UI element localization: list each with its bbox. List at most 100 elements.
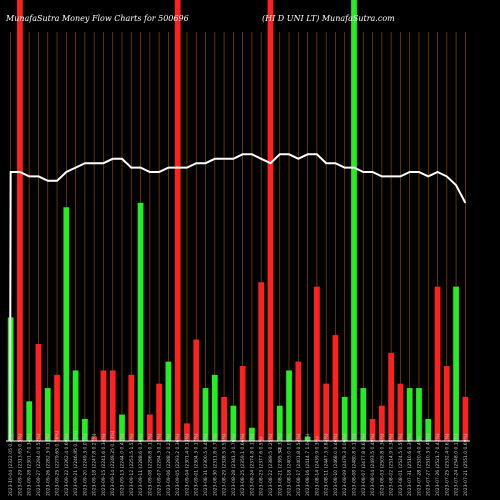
flow-bar bbox=[434, 286, 441, 441]
x-tick-label: 2023-08-08 (2480.8 0.12%) bbox=[352, 433, 358, 496]
x-tick-label: 2023-09-14 (2249.25 0.23%) bbox=[110, 430, 116, 496]
x-tick-label: 2023-10-04 (2322.05 0.4%) bbox=[8, 433, 14, 496]
x-tick-label: 2023-09-06 (2288.2 0.22%) bbox=[166, 433, 172, 496]
flow-bar bbox=[202, 388, 209, 441]
flow-bar bbox=[146, 414, 153, 441]
flow-bar bbox=[443, 366, 450, 441]
x-tick-label: 2023-09-27 (2294.0 0.52%) bbox=[36, 433, 42, 496]
flow-bar bbox=[239, 366, 246, 441]
flow-bar bbox=[211, 374, 218, 441]
flow-bar bbox=[369, 418, 376, 441]
flow-bar bbox=[91, 436, 98, 441]
flow-bar bbox=[137, 202, 144, 441]
flow-bar bbox=[54, 374, 60, 441]
flow-bar bbox=[416, 388, 422, 441]
x-tick-label: 2023-08-22 (2389.5 0.25%) bbox=[268, 433, 274, 496]
x-tick-label: 2023-09-11 (2288.6 0.36%) bbox=[138, 433, 144, 496]
flow-bars bbox=[7, 0, 469, 441]
flow-bar bbox=[26, 401, 33, 441]
x-tick-label: 2023-08-10 (2468.0 0.46%) bbox=[333, 433, 339, 496]
center-tick-label: 0 bbox=[278, 448, 281, 454]
flow-bar bbox=[341, 396, 348, 441]
x-tick-label: 2023-09-15 (2241.6 0.34%) bbox=[101, 433, 107, 496]
flow-bar bbox=[100, 370, 107, 441]
x-tick-label: 2023-09-28 (2301.7 0.34%) bbox=[27, 433, 33, 496]
flow-bar bbox=[193, 339, 200, 441]
x-tick-label: 2023-09-18 (2247.8 0.27%) bbox=[92, 433, 98, 496]
flow-bar bbox=[332, 335, 339, 441]
x-tick-label: 2023-08-17 (2401.8 0.54%) bbox=[296, 433, 302, 496]
flow-bar bbox=[406, 388, 413, 441]
x-tick-label: 2023-09-20 (2249.3 0.07%) bbox=[82, 433, 88, 496]
x-tick-label: 2023-07-27 (2510.3 0.45%) bbox=[426, 433, 432, 496]
x-tick-label: 2023-09-13 (2244.0 0.42%) bbox=[120, 433, 126, 496]
x-tick-label: 2023-08-02 (2514.9 0.38%) bbox=[389, 433, 395, 496]
x-tick-label: 2023-08-04 (2493.5 0.49%) bbox=[370, 433, 376, 496]
x-tick-label: 2023-09-08 (2296.8 0.11%) bbox=[147, 433, 153, 496]
x-tick-label: 2023-08-28 (2341.3 0.76%) bbox=[231, 433, 237, 496]
header-left-title: MunafaSutra Money Flow Charts for 500696 bbox=[6, 14, 189, 23]
flow-bar bbox=[72, 370, 79, 441]
flow-bar bbox=[63, 207, 70, 441]
x-tick-label: 2023-07-21 (2551.0 0.69%) bbox=[463, 433, 469, 496]
x-tick-label: 2023-07-28 (2520.4 0.4%) bbox=[416, 436, 422, 496]
flow-bar bbox=[230, 405, 237, 441]
x-tick-label: 2023-08-14 (2439.9 0.3%) bbox=[314, 436, 320, 496]
flow-bar bbox=[109, 370, 116, 441]
flow-bar bbox=[378, 405, 385, 441]
x-tick-label: 2023-07-24 (2548.0 0.12%) bbox=[454, 433, 460, 496]
x-tick-label: 2023-09-21 (2246.85 0.11%) bbox=[73, 430, 79, 496]
x-tick-label: 2023-08-23 (2377.6 0.5%) bbox=[259, 436, 265, 496]
x-tick-label: 2023-08-30 (2311.8 0.72%) bbox=[212, 433, 218, 496]
x-tick-label: 2023-09-01 (2304.3 0.17%) bbox=[194, 433, 200, 496]
flow-bar bbox=[462, 396, 469, 441]
header-right-title: (HI D UNI LT) MunafaSutra.com bbox=[262, 14, 395, 23]
flow-bar bbox=[82, 418, 88, 441]
x-tick-label: 2023-08-07 (2477.8 0.63%) bbox=[361, 433, 367, 496]
x-tick-label: 2023-08-25 (2359.1 0.66%) bbox=[240, 433, 246, 496]
flow-bar bbox=[360, 388, 367, 441]
flow-bar bbox=[258, 282, 265, 441]
x-tick-label: 2023-08-21 (2395.5 0.31%) bbox=[277, 433, 283, 496]
flow-bar bbox=[174, 0, 181, 441]
flow-bar bbox=[286, 370, 292, 441]
x-tick-label: 2023-08-03 (2505.8 0.36%) bbox=[379, 433, 385, 496]
x-tick-label: 2023-09-26 (2282.3 0.12%) bbox=[45, 433, 51, 496]
flow-bar bbox=[304, 436, 311, 441]
x-tick-label: 2023-07-25 (2532.4 0.61%) bbox=[444, 433, 450, 496]
x-tick-label: 2023-08-18 (2403.0 0.05%) bbox=[287, 433, 293, 496]
x-tick-label: 2023-09-12 (2253.5 1.53%) bbox=[129, 433, 135, 496]
flow-bar bbox=[221, 396, 227, 441]
flow-bar bbox=[184, 423, 190, 441]
x-tick-label: 2023-09-05 (2293.2 0.36%) bbox=[175, 433, 181, 496]
x-tick-label: 2023-08-24 (2374.8 0.12%) bbox=[249, 433, 255, 496]
x-tick-label: 2023-09-29 (2313.65 0.5%) bbox=[17, 433, 23, 496]
x-tick-label: 2023-08-09 (2479.3 0.06%) bbox=[342, 433, 348, 496]
flow-bar bbox=[249, 427, 255, 441]
x-tick-label: 2023-07-31 (2510.6 0.39%) bbox=[407, 433, 413, 496]
flow-bar bbox=[267, 0, 274, 441]
flow-bar bbox=[323, 383, 330, 441]
price-line bbox=[9, 153, 467, 442]
x-tick-label: 2023-07-26 (2521.7 0.42%) bbox=[435, 433, 441, 496]
flow-bar bbox=[453, 286, 459, 441]
x-tick-label: 2023-09-22 (2262.4 0.69%) bbox=[64, 433, 70, 496]
x-tick-label: 2023-08-31 (2300.5 0.49%) bbox=[203, 433, 209, 496]
flow-bar bbox=[425, 418, 432, 441]
flow-bar bbox=[314, 286, 320, 441]
x-tick-labels: 2023-10-04 (2322.05 0.4%) 2023-09-29 (231… bbox=[8, 430, 469, 496]
flow-bar bbox=[397, 383, 404, 441]
flow-bar bbox=[295, 361, 302, 441]
x-tick-label: 2023-08-16 (2414.7 1.04%) bbox=[305, 433, 311, 496]
flow-bar bbox=[156, 383, 162, 441]
x-tick-label: 2023-08-11 (2447.3 0.84%) bbox=[324, 433, 330, 496]
flow-bar bbox=[165, 361, 172, 441]
x-tick-label: 2023-08-29 (2328.5 0.55%) bbox=[222, 433, 228, 496]
flow-bar bbox=[17, 0, 23, 441]
flow-bar bbox=[276, 405, 283, 441]
flow-bar bbox=[44, 388, 51, 441]
flow-bar bbox=[351, 0, 357, 441]
flow-bar bbox=[388, 352, 394, 441]
flow-bar bbox=[128, 374, 135, 441]
